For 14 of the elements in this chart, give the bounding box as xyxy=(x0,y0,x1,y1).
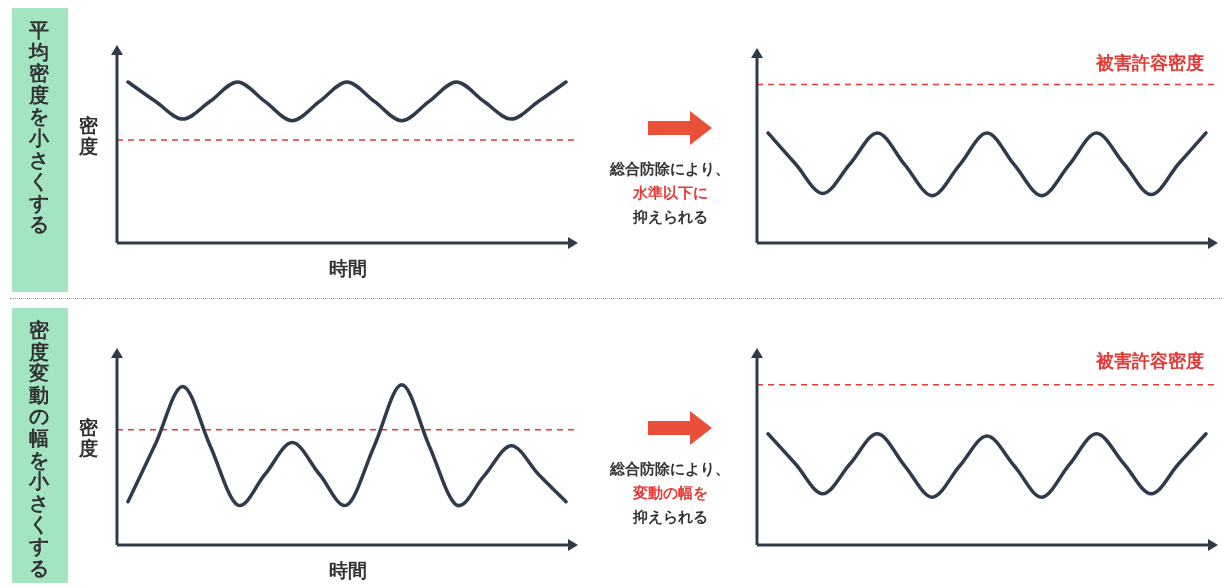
text: 抑えられる xyxy=(631,208,709,227)
text: 平均密度を小さくする xyxy=(28,18,49,237)
text: 抑えられる xyxy=(631,508,709,527)
ref-line-label: 被害許容密度 xyxy=(1096,50,1204,75)
x-axis-title: 時間 xyxy=(327,558,368,583)
text: 総合防除により、 xyxy=(610,160,730,179)
y-axis-title: 密度 xyxy=(79,416,99,459)
text: 総合防除により、 xyxy=(610,460,730,479)
x-axis-title: 時間 xyxy=(327,256,368,281)
y-axis-title: 密度 xyxy=(79,114,99,157)
text: 変動の幅を xyxy=(631,484,709,503)
ref-line-label: 被害許容密度 xyxy=(1096,348,1204,373)
text: 密度変動の幅を小さくする xyxy=(28,318,49,580)
text: 水準以下に xyxy=(631,184,709,203)
